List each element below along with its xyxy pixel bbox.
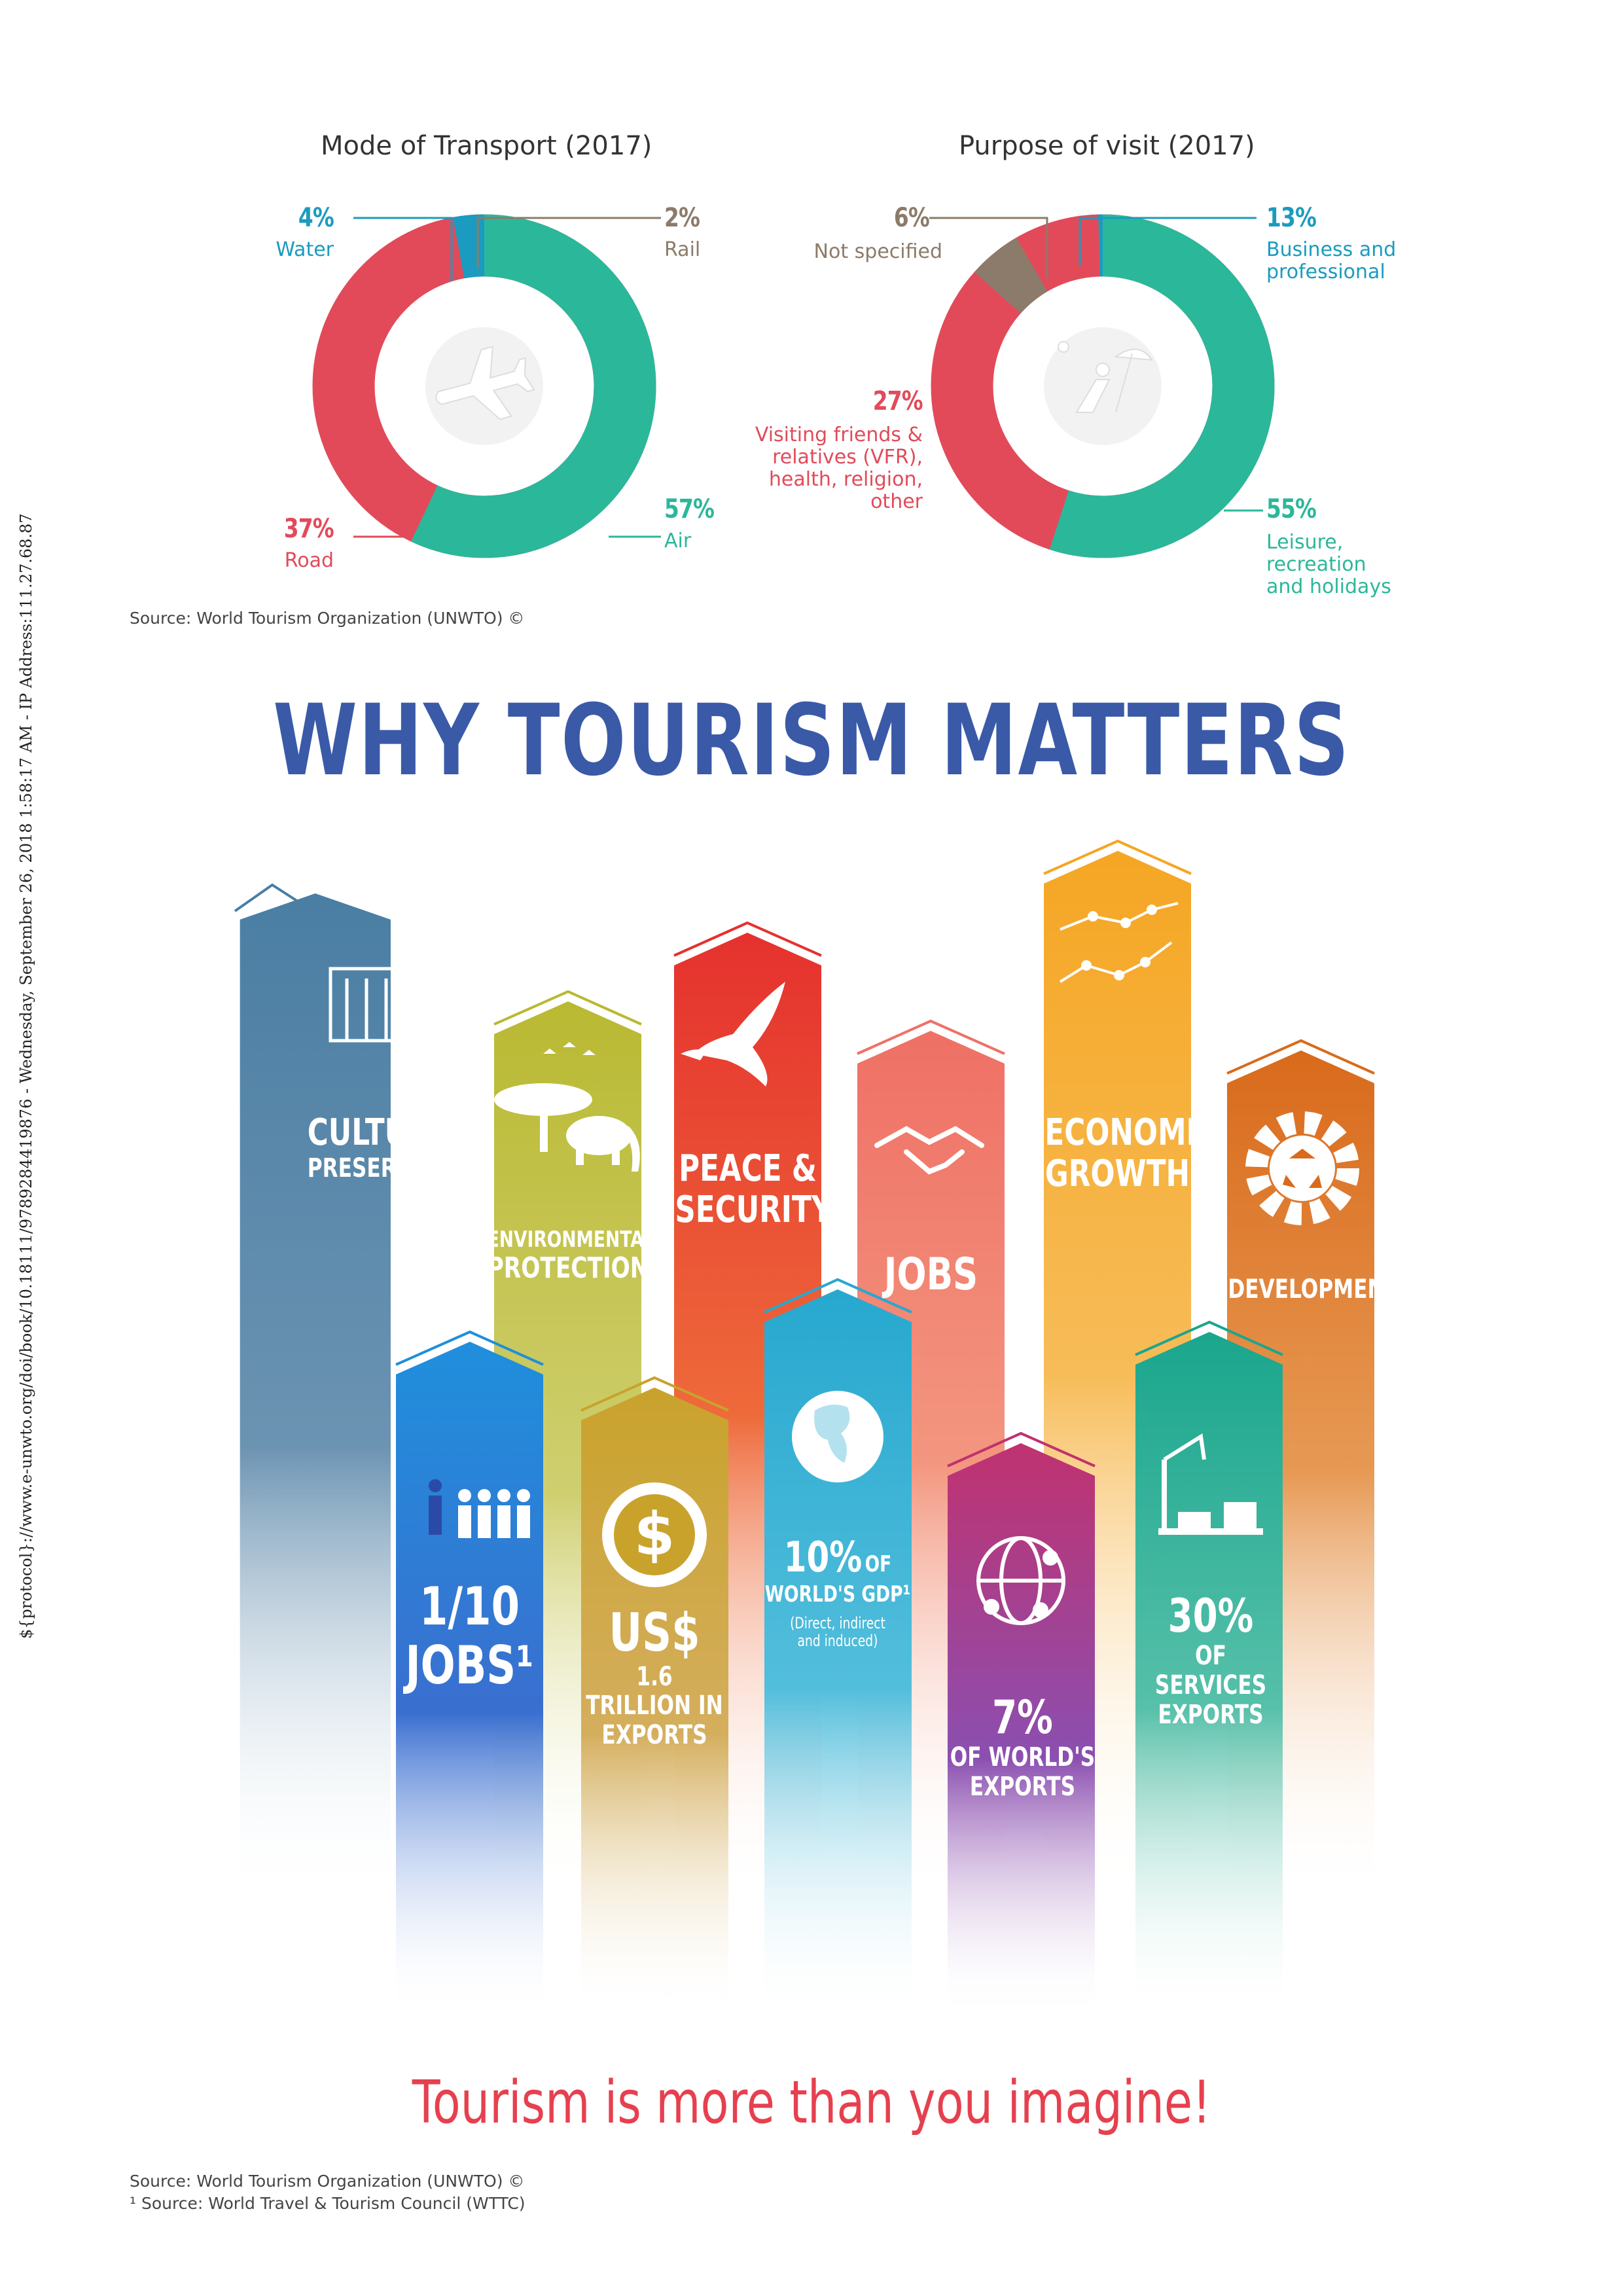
people-icon [429,1479,530,1538]
road-label: Road [284,549,334,572]
economic-line1: ECONOMIC [1044,1111,1218,1154]
gdp-share-line3: (Direct, indirect and induced) [790,1613,885,1650]
jobs-line1: JOBS [883,1249,978,1300]
air-label: Air [664,529,692,552]
source-top: Source: World Tourism Organization (UNWT… [130,609,525,628]
leisure-percent: 55% [1266,494,1317,524]
growth-chart-icon [1059,902,1179,983]
pillar-world-exports-share [947,1431,1096,2016]
purpose-donut [931,214,1275,558]
label-exports-value: US$ 1.6 TRILLION IN EXPORTS [580,1604,728,1750]
environmental-line1: ENVIRONMENTAL [487,1227,655,1253]
label-cultural-preservation: CULTURAL PRESERVATION [307,1111,481,1183]
label-peace-security: PEACE & SECURITY [675,1147,832,1231]
label-jobs-share: 1/10 JOBS¹ [399,1577,540,1695]
world-exports-line3: EXPORTS [969,1772,1076,1803]
peace-line2: SECURITY [675,1188,832,1231]
gdp-share-line2: WORLD'S GDP¹ [764,1581,911,1607]
label-development: DEVELOPMENT [1228,1274,1399,1304]
development-line1: DEVELOPMENT [1228,1274,1399,1304]
not-specified-percent: 6% [893,203,930,233]
transport-donut [312,214,656,558]
leader-rail [476,217,661,268]
gdp-share-big-row: 10% OF [764,1534,912,1582]
gdp-share-of: OF [865,1551,892,1577]
beach-chair-icon [1058,341,1153,413]
vfr-label: Visiting friends & relatives (VFR), heal… [755,423,923,513]
not-specified-label: Not specified [813,240,942,263]
services-exports-big: 30% [1168,1589,1254,1643]
donut-segment-water [312,214,656,558]
tree-elephant-icon [494,1042,640,1172]
airplane-icon [435,346,535,420]
water-percent: 4% [298,203,334,233]
network-globe-icon [976,1536,1065,1625]
exports-value-line3: EXPORTS [601,1720,707,1751]
economic-line2: GROWTH [1044,1152,1190,1195]
air-percent: 57% [664,494,715,524]
rail-percent: 2% [664,203,700,233]
purpose-chart-title: Purpose of visit (2017) [959,131,1255,161]
world-exports-big: 7% [992,1691,1053,1744]
gear-recycle-icon [1245,1111,1359,1225]
exports-value-line2: 1.6 TRILLION IN [586,1661,723,1721]
business-label: Business and professional [1266,238,1397,283]
cultural-line2: PRESERVATION [307,1153,481,1183]
environmental-line2: PROTECTION [487,1251,649,1285]
services-exports-line2: OF SERVICES [1154,1641,1267,1701]
label-world-exports-share: 7% OF WORLD'S EXPORTS [950,1692,1095,1802]
pillar-gdp-share [764,1278,912,2016]
handshake-icon [874,1126,984,1175]
leader-not-specified [929,217,1048,278]
label-services-exports: 30% OF SERVICES EXPORTS [1137,1590,1285,1730]
pillars-graphic: $ [234,839,1375,2016]
temple-icon [329,967,424,1043]
dove-icon [681,982,785,1086]
world-exports-line2: OF WORLD'S [950,1742,1096,1773]
headline-why-tourism-matters: WHY TOURISM MATTERS [273,684,1350,798]
cultural-line1: CULTURAL [307,1111,471,1154]
jobs-share-big: 1/10 [419,1576,520,1637]
label-jobs: JOBS [858,1249,1003,1300]
tagline: Tourism is more than you imagine! [412,2068,1211,2137]
label-economic-growth: ECONOMIC GROWTH [1044,1111,1218,1195]
port-crane-icon [1158,1433,1263,1535]
globe-icon [792,1391,883,1482]
leader-business [1079,217,1257,265]
source-bottom-wttc: ¹ Source: World Travel & Tourism Council… [130,2194,526,2213]
dollar-coin-icon: $ [602,1482,707,1587]
exports-value-big: US$ [609,1602,700,1663]
leisure-label: Leisure, recreation and holidays [1266,531,1391,598]
gdp-share-big: 10% [783,1534,863,1582]
leader-water [353,217,453,281]
donut-segment-business [931,214,1275,558]
jobs-share-line2: JOBS¹ [405,1634,534,1696]
label-environmental-protection: ENVIRONMENTAL PROTECTION [487,1227,655,1285]
transport-donut-chart [312,214,1275,558]
water-label: Water [276,238,334,261]
business-percent: 13% [1266,203,1317,233]
road-percent: 37% [283,514,334,544]
pillar-cultural-preservation [234,883,391,1898]
svg-text:$: $ [634,1500,675,1569]
vfr-percent: 27% [872,386,923,416]
transport-chart-title: Mode of Transport (2017) [321,131,652,161]
peace-line1: PEACE & [679,1147,817,1190]
label-gdp-share: 10% OF WORLD'S GDP¹ (Direct, indirect an… [764,1534,912,1650]
services-exports-line3: EXPORTS [1158,1699,1264,1730]
source-bottom-unwto: Source: World Tourism Organization (UNWT… [130,2172,525,2191]
rail-label: Rail [664,238,701,261]
